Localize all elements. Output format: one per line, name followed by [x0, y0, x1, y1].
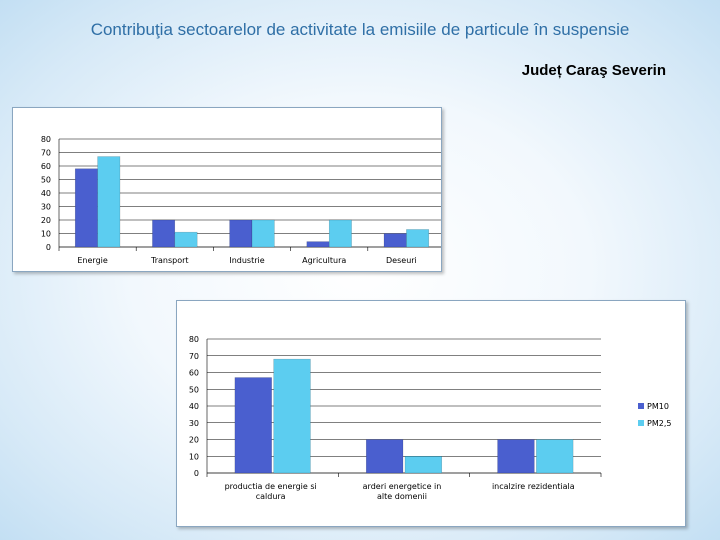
y-tick-label: 30	[189, 419, 199, 428]
legend-swatch-1	[638, 420, 644, 426]
y-tick-label: 60	[41, 162, 51, 171]
y-tick-label: 20	[189, 436, 199, 445]
legend-swatch-0	[638, 403, 644, 409]
bar-pm10-2	[497, 439, 535, 474]
x-tick-label: incalzire rezidentiala	[492, 482, 575, 491]
y-tick-label: 40	[189, 402, 199, 411]
legend-label: PM2,5	[647, 419, 671, 428]
y-tick-label: 80	[41, 135, 51, 144]
energy-emissions-svg: 0 10 20 30 40 50 60 70 80 productia de energie si…	[189, 335, 672, 501]
bar-pm10-1	[365, 439, 404, 474]
x-tick-label: Agricultura	[302, 256, 346, 265]
y-tick-label: 50	[189, 385, 199, 394]
bar-pm10-0	[234, 377, 272, 474]
y-tick-label: 10	[41, 230, 51, 239]
y-tick-label: 0	[194, 469, 199, 478]
y-tick-label: 50	[41, 176, 51, 185]
sector-emissions-chart: 0 10 20 30 40 50 60 70 80 Energie Transport Industr…	[12, 107, 442, 272]
y-tick-label: 70	[41, 149, 51, 158]
bar-pm25-1	[404, 456, 443, 474]
legend-label: PM10	[647, 402, 669, 411]
bar-pm10-0	[74, 168, 98, 248]
y-tick-label: 10	[189, 452, 199, 461]
y-tick-label: 40	[41, 189, 51, 198]
x-tick-label: Deseuri	[386, 256, 417, 265]
bar-pm25-0	[273, 358, 311, 474]
y-tick-label: 70	[189, 352, 199, 361]
bar-pm10-2	[229, 219, 253, 248]
bar-pm25-2	[536, 439, 574, 474]
x-tick-label: arderi energetice in alte domenii	[363, 482, 442, 501]
energy-emissions-chart: 0 10 20 30 40 50 60 70 80 productia de energie si…	[176, 300, 686, 527]
bar-pm25-1	[174, 231, 198, 248]
x-tick-label: Industrie	[229, 256, 264, 265]
page-title: Contribuţia sectoarelor de activitate la…	[90, 20, 630, 39]
bar-pm25-3	[328, 219, 352, 248]
bar-pm25-2	[251, 219, 275, 248]
page-subtitle: Județ Caraş Severin	[521, 62, 666, 79]
y-tick-label: 60	[189, 369, 199, 378]
x-tick-label: Energie	[77, 256, 107, 265]
y-tick-label: 30	[41, 203, 51, 212]
bar-pm25-4	[406, 229, 430, 248]
y-tick-label: 80	[189, 335, 199, 344]
y-tick-label: 0	[46, 243, 51, 252]
bar-pm25-0	[97, 156, 121, 248]
bar-pm10-1	[152, 219, 176, 248]
x-tick-label: Transport	[150, 256, 189, 265]
x-tick-label: productia de energie si caldura	[225, 482, 317, 501]
sector-emissions-svg: 0 10 20 30 40 50 60 70 80 Energie Transport Industr…	[41, 135, 441, 265]
y-tick-label: 20	[41, 216, 51, 225]
bar-pm10-3	[306, 241, 330, 248]
bar-pm10-4	[383, 233, 407, 248]
